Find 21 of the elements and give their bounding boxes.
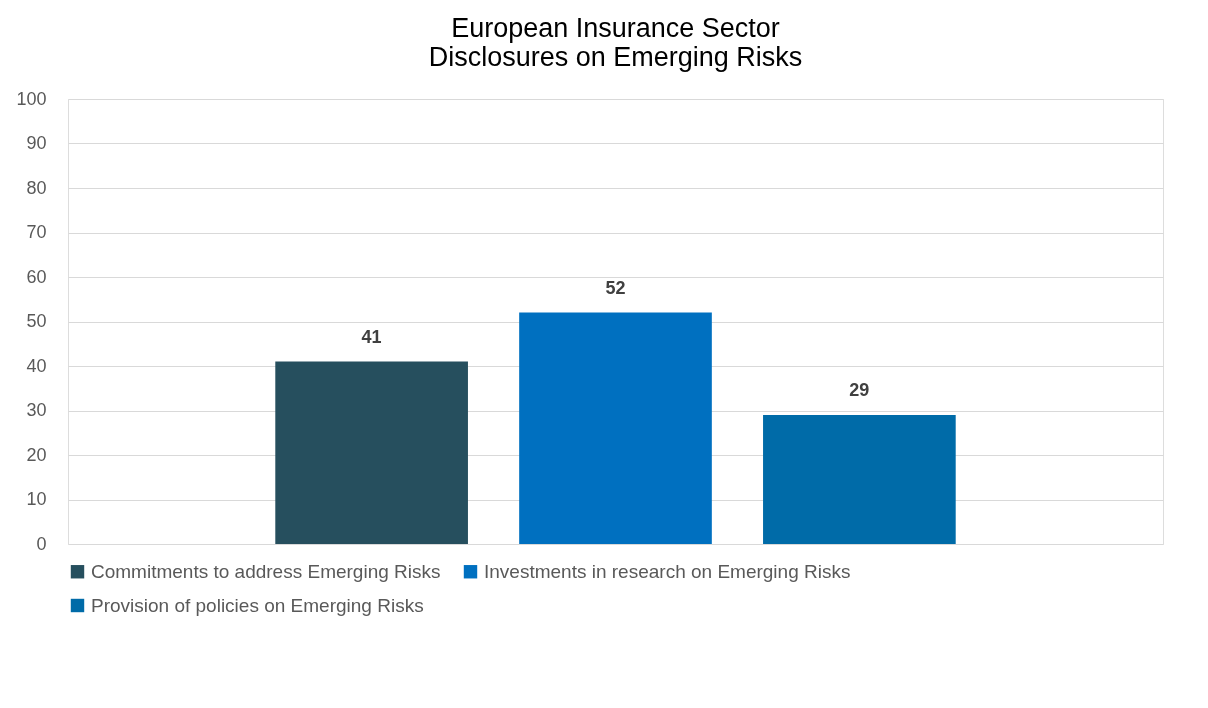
y-tick-label: 90	[26, 133, 47, 153]
y-tick-label: 40	[26, 355, 47, 376]
chart-title: European Insurance Sector Disclosures on Emerging Risks	[428, 13, 803, 72]
bar	[519, 312, 712, 544]
legend-label: Provision of policies on Emerging Risks	[91, 594, 424, 616]
legend-label: Commitments to address Emerging Risks	[91, 560, 441, 582]
y-tick-label: 20	[26, 444, 47, 465]
y-tick-label: 70	[26, 222, 47, 242]
legend-label: Investments in research on Emerging Risks	[484, 560, 851, 582]
data-label: 29	[849, 379, 870, 400]
data-label: 52	[605, 277, 626, 298]
y-tick-label: 50	[26, 311, 47, 331]
bar	[275, 361, 468, 544]
y-tick-label: 30	[26, 400, 47, 420]
y-tick-label: 80	[26, 177, 47, 198]
bar	[763, 414, 956, 544]
y-tick-label: 10	[26, 489, 47, 509]
y-tick-label: 0	[36, 533, 47, 554]
y-tick-label: 60	[26, 266, 47, 287]
data-label: 41	[361, 326, 382, 347]
y-tick-label: 100	[16, 88, 47, 109]
